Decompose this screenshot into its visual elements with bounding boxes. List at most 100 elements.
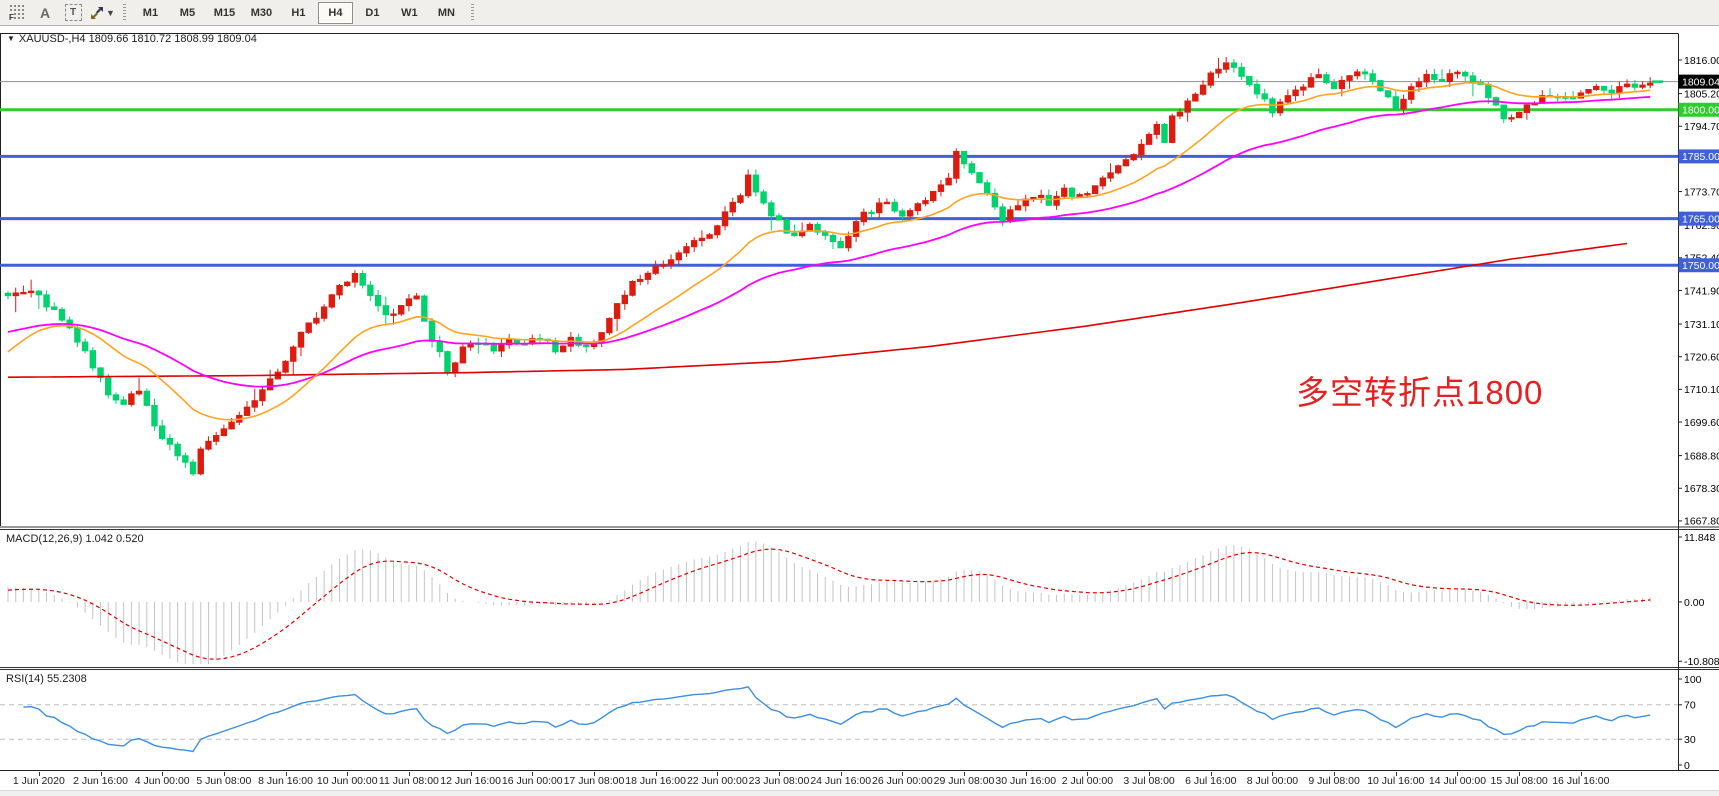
macd-background — [0, 530, 1719, 670]
candle-body — [1037, 194, 1045, 198]
candle-body — [182, 455, 189, 463]
candle-body — [945, 177, 952, 186]
candle-body — [937, 184, 945, 192]
toolbar-grip[interactable] — [470, 3, 474, 22]
rsi-background — [0, 670, 1719, 772]
time-tick-label: 15 Jul 08:00 — [1490, 775, 1548, 787]
time-tick — [162, 772, 164, 776]
timeframe-button-h4[interactable]: H4 — [317, 1, 353, 24]
candle-body — [1346, 75, 1353, 81]
timeframe-button-mn[interactable]: MN — [437, 6, 455, 19]
candle-body — [721, 211, 729, 227]
price-tick-label: 1731.10 — [1684, 319, 1719, 331]
candle-body — [583, 344, 590, 348]
rsi-line — [23, 686, 1651, 753]
timeframe-button-m30[interactable]: M30 — [250, 6, 273, 19]
time-tick-label: 23 Jun 08:00 — [748, 775, 810, 787]
macd-indicator-label: MACD(12,26,9) 1.042 0.520 — [6, 533, 144, 545]
candle-body — [1377, 80, 1384, 92]
candle-body — [1438, 78, 1446, 83]
candle-body — [1014, 205, 1022, 211]
candle-body — [829, 234, 837, 243]
candle-body — [228, 421, 235, 430]
time-tick-label: 8 Jul 00:00 — [1246, 775, 1299, 787]
candle-body — [1384, 90, 1392, 98]
candle-body — [498, 344, 505, 352]
candle-body — [822, 231, 829, 236]
timeframe-button-h1[interactable]: H1 — [291, 6, 306, 19]
time-tick — [902, 772, 904, 776]
candle-body — [652, 265, 659, 274]
text-label-tool-button[interactable]: T — [60, 1, 86, 25]
candle-body — [359, 272, 366, 286]
candle-body — [698, 237, 706, 242]
candle-body — [421, 295, 428, 322]
level-badge-1750.00 — [1678, 258, 1719, 273]
time-axis[interactable]: 1 Jun 2020 2 Jun 16:00 4 Jun 00:00 5 Jun 08… — [0, 772, 1719, 790]
fibonacci-tool-button[interactable]: F — [4, 1, 30, 25]
text-tool-icon: A — [39, 4, 51, 21]
candle-body — [89, 350, 97, 369]
candle-body — [559, 345, 567, 353]
candle-body — [197, 448, 204, 475]
candle-body — [413, 295, 420, 300]
timeframe-button-w1[interactable]: W1 — [401, 6, 418, 19]
timeframe-button-m1[interactable]: M1 — [142, 6, 159, 19]
time-tick — [1457, 772, 1459, 776]
time-tick-label: 10 Jul 16:00 — [1367, 775, 1425, 787]
candle-body — [1608, 89, 1615, 94]
candle-body — [552, 340, 559, 353]
time-tick-label: 1 Jun 2020 — [12, 775, 65, 787]
candle-body — [814, 223, 821, 233]
candle-body — [367, 284, 374, 296]
candle-body — [282, 360, 289, 373]
time-tick — [532, 772, 534, 776]
candle-body — [436, 340, 443, 353]
candle-body — [983, 182, 991, 194]
candle-body — [1145, 133, 1153, 145]
price-tick-label: 1816.00 — [1684, 55, 1719, 67]
candle-body — [120, 399, 127, 405]
time-tick-label: 24 Jun 16:00 — [810, 775, 872, 787]
candle-body — [374, 294, 382, 307]
candle-body — [344, 281, 351, 286]
timeframe-button-m5[interactable]: M5 — [179, 6, 196, 19]
toolbar-grip[interactable] — [122, 3, 126, 22]
candle-body — [667, 259, 675, 266]
candle-body — [1230, 62, 1238, 68]
macd-panel[interactable]: 11.848 0.00 -10.808 — [0, 530, 1719, 670]
candle-body — [976, 172, 983, 184]
candle-body — [637, 278, 644, 282]
candle-body — [259, 389, 266, 402]
candle-body — [999, 206, 1006, 221]
candle-body — [58, 308, 66, 321]
time-tick-label: 10 Jun 00:00 — [316, 775, 378, 787]
rsi-panel[interactable]: 100 70 30 0 — [0, 670, 1719, 772]
arrows-tool-button[interactable]: ▼ — [88, 1, 116, 25]
timeframe-button-m15[interactable]: M15 — [213, 6, 236, 19]
candle-body — [1192, 93, 1199, 102]
candle-body — [428, 320, 436, 342]
time-tick-label: 9 Jul 08:00 — [1308, 775, 1360, 787]
candle-body — [43, 294, 50, 308]
candle-body — [991, 192, 999, 208]
candle-body — [922, 200, 929, 205]
candle-body — [105, 377, 112, 396]
text-tool-button[interactable]: A — [32, 1, 58, 25]
candle-body — [752, 174, 760, 193]
chart-menu-icon[interactable]: ▼ — [7, 34, 15, 43]
price-tick-label: 1667.80 — [1684, 516, 1719, 528]
candle-body — [1315, 74, 1322, 79]
time-tick-label: 29 Jun 08:00 — [933, 775, 995, 787]
timeframe-button-d1[interactable]: D1 — [365, 6, 380, 19]
candle-body — [845, 235, 852, 249]
candle-body — [1207, 72, 1214, 86]
price-chart-panel[interactable]: 1816.001805.201794.701784.201773.701762.… — [0, 27, 1719, 530]
candle-body — [444, 351, 451, 374]
candle-body — [1631, 83, 1639, 88]
candle-body — [27, 290, 35, 294]
time-tick — [1272, 772, 1274, 776]
candle-body — [860, 211, 868, 223]
candle-body — [629, 280, 636, 296]
macd-tick-label: -10.808 — [1684, 656, 1719, 668]
